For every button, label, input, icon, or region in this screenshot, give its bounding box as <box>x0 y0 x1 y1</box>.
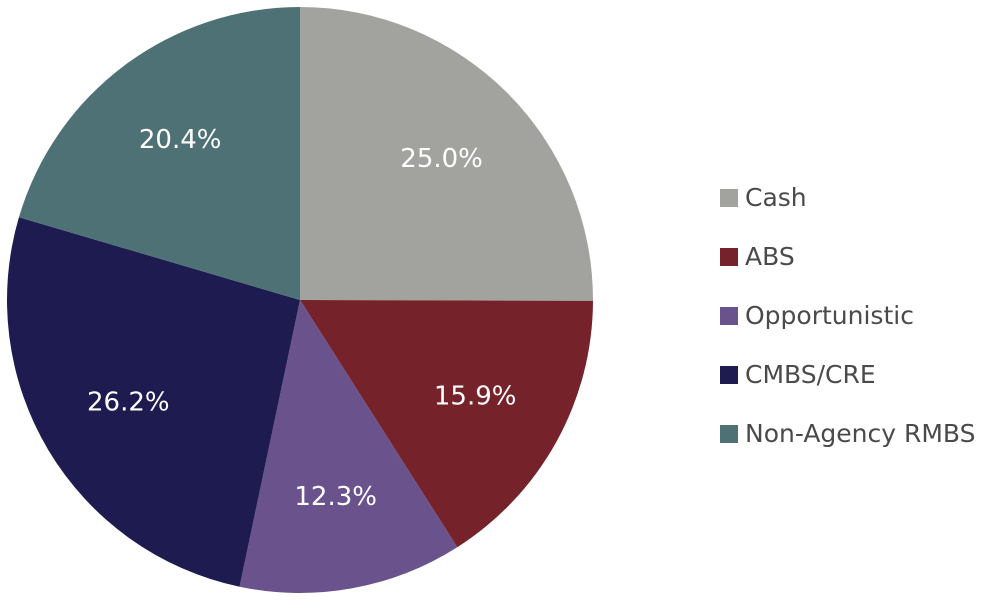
legend-swatch-opportunistic <box>720 306 738 325</box>
legend-item-abs: ABS <box>720 227 995 286</box>
legend-label-abs: ABS <box>745 242 795 271</box>
pie-slice-cash <box>300 7 594 301</box>
legend-swatch-abs <box>720 247 738 266</box>
legend-label-cmbs-cre: CMBS/CRE <box>745 360 876 389</box>
legend-label-non-agency-rmbs: Non-Agency RMBS <box>745 419 976 448</box>
pie-slice-opportunistic <box>239 300 458 594</box>
legend-item-cash: Cash <box>720 168 995 227</box>
data-label-cash: 25.0% <box>400 144 483 174</box>
pie-slice-abs <box>300 300 593 548</box>
legend-label-opportunistic: Opportunistic <box>745 301 914 330</box>
pie-slice-non-agency-rmbs <box>18 7 300 300</box>
legend-swatch-cash <box>720 188 738 207</box>
legend-swatch-non-agency-rmbs <box>720 424 738 443</box>
data-label-cmbs-cre: 26.2% <box>87 388 170 418</box>
data-label-opportunistic: 12.3% <box>294 482 377 512</box>
data-label-abs: 15.9% <box>434 382 517 412</box>
data-label-non-agency-rmbs: 20.4% <box>139 125 222 155</box>
pie-slice-cmbs-cre <box>6 217 301 587</box>
legend-item-opportunistic: Opportunistic <box>720 286 995 345</box>
legend: Cash ABS Opportunistic CMBS/CRE Non-Agency R… <box>720 168 995 463</box>
legend-item-cmbs-cre: CMBS/CRE <box>720 345 995 404</box>
legend-label-cash: Cash <box>745 183 807 212</box>
legend-swatch-cmbs-cre <box>720 365 738 384</box>
legend-item-non-agency-rmbs: Non-Agency RMBS <box>720 404 995 463</box>
